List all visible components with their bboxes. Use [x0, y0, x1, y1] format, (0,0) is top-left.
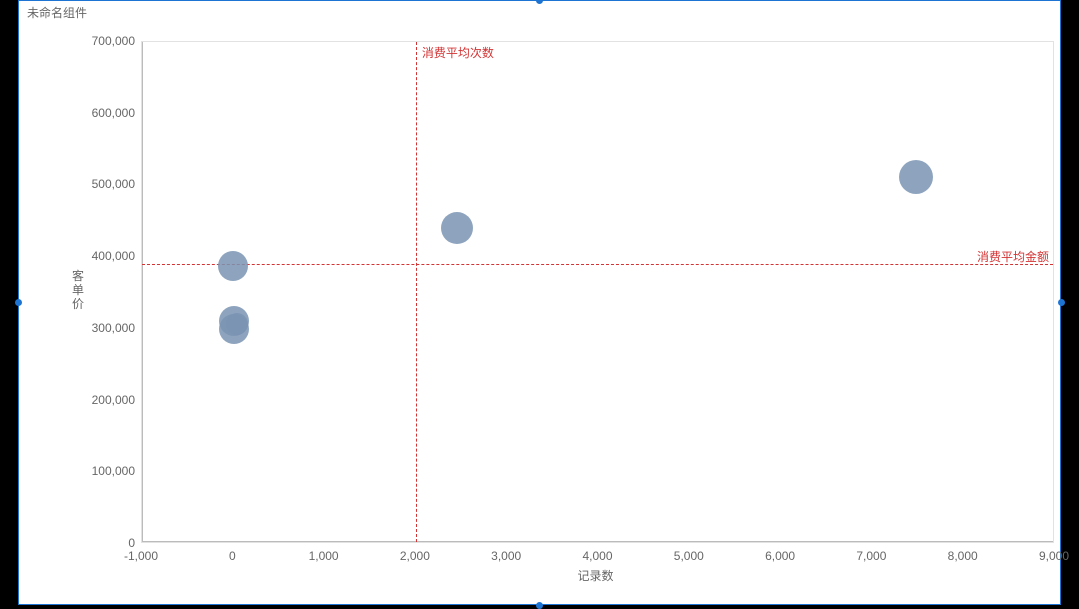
- reference-label-vertical: 消费平均次数: [422, 44, 494, 61]
- chart-panel[interactable]: 未命名组件 消费平均次数 消费平均金额 0 100,000 200,000 300,0…: [18, 0, 1061, 605]
- y-tick-label: 700,000: [19, 34, 135, 48]
- y-tick-label: 200,000: [19, 393, 135, 407]
- scatter-point[interactable]: [899, 160, 933, 194]
- x-axis-title: 记录数: [578, 567, 614, 584]
- reference-line-horizontal: [142, 264, 1053, 265]
- x-tick-label: 7,000: [856, 549, 886, 563]
- y-axis-title: 客单价: [71, 270, 85, 311]
- x-tick-label: 5,000: [674, 549, 704, 563]
- y-tick-label: 400,000: [19, 249, 135, 263]
- y-tick-label: 500,000: [19, 177, 135, 191]
- x-tick-label: 0: [229, 549, 236, 563]
- y-tick-label: 100,000: [19, 464, 135, 478]
- selection-handle-top[interactable]: [536, 0, 543, 4]
- scatter-point[interactable]: [441, 212, 473, 244]
- selection-handle-left[interactable]: [15, 299, 22, 306]
- x-tick-label: 8,000: [948, 549, 978, 563]
- y-axis-line: [142, 42, 143, 542]
- reference-line-vertical: [416, 42, 417, 542]
- panel-title: 未命名组件: [27, 4, 87, 21]
- y-tick-label: 600,000: [19, 106, 135, 120]
- scatter-point[interactable]: [226, 313, 248, 335]
- plot-area: 消费平均次数 消费平均金额: [141, 41, 1054, 543]
- scatter-point[interactable]: [218, 251, 248, 281]
- x-tick-label: 3,000: [491, 549, 521, 563]
- x-tick-label: 4,000: [582, 549, 612, 563]
- reference-label-horizontal: 消费平均金额: [977, 248, 1049, 265]
- x-tick-label: 9,000: [1039, 549, 1069, 563]
- y-tick-label: 300,000: [19, 321, 135, 335]
- x-tick-label: 6,000: [765, 549, 795, 563]
- x-tick-label: 2,000: [400, 549, 430, 563]
- selection-handle-right[interactable]: [1058, 299, 1065, 306]
- x-tick-label: -1,000: [124, 549, 158, 563]
- y-tick-label: 0: [19, 536, 135, 550]
- x-tick-label: 1,000: [309, 549, 339, 563]
- selection-handle-bottom[interactable]: [536, 602, 543, 609]
- x-axis-line: [142, 541, 1053, 542]
